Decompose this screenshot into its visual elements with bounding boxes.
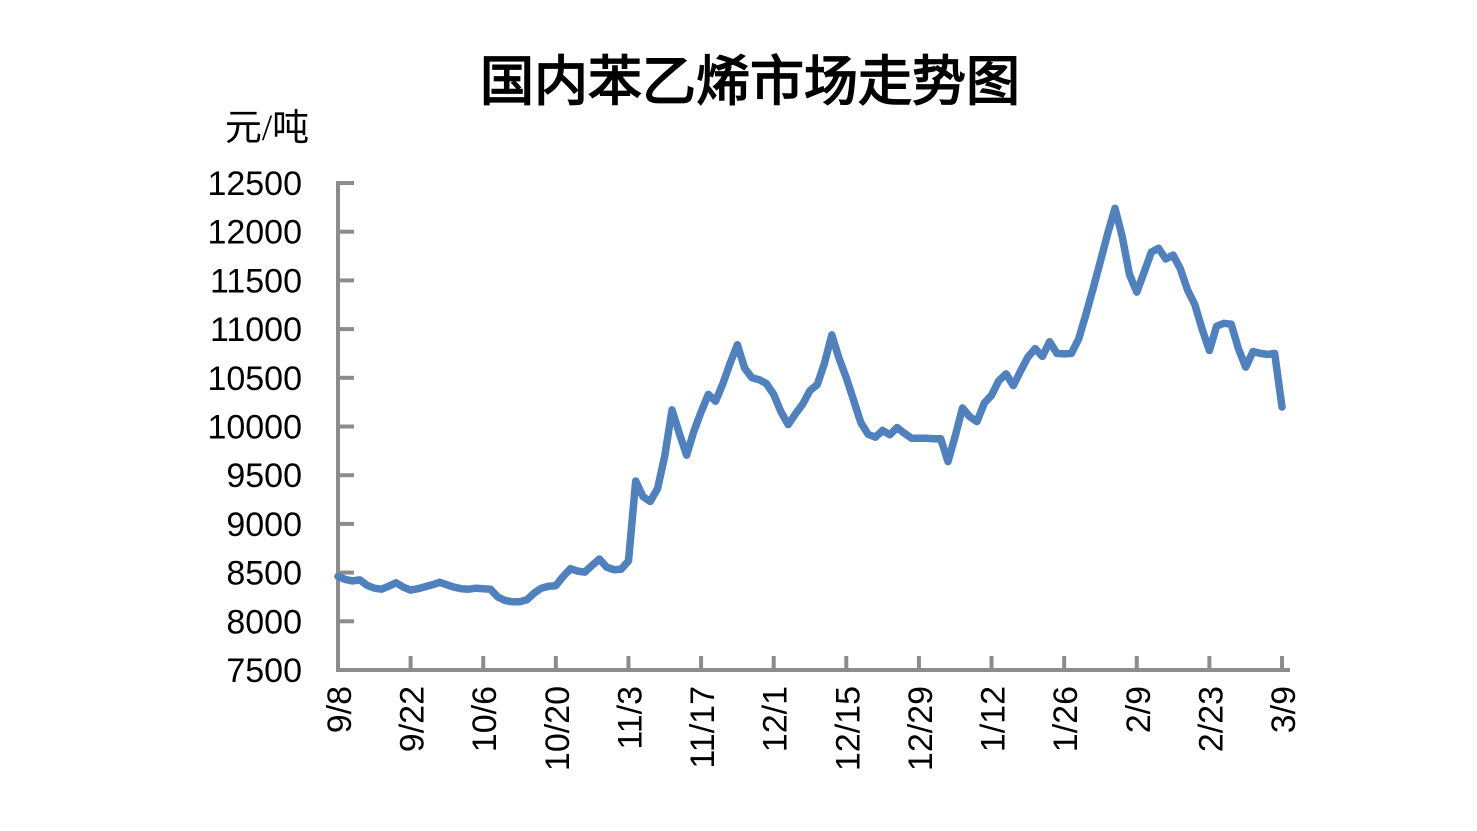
y-tick-label: 7500: [226, 652, 302, 690]
x-tick-label: 12/1: [757, 686, 795, 752]
x-tick-label: 12/29: [902, 686, 940, 771]
x-tick-label: 10/6: [466, 686, 504, 752]
y-tick-label: 12500: [207, 165, 302, 203]
x-tick-label: 1/12: [975, 686, 1013, 752]
x-tick-label: 10/20: [539, 686, 577, 771]
y-tick-label: 9500: [226, 457, 302, 495]
y-axis-unit-label: 元/吨: [225, 108, 309, 149]
y-tick-label: 10500: [207, 360, 302, 398]
y-tick-label: 11000: [210, 311, 302, 349]
price-line: [334, 204, 1286, 606]
x-tick-label: 1/26: [1047, 686, 1085, 752]
x-tick-label: 12/15: [829, 686, 867, 771]
x-tick-label: 3/9: [1265, 686, 1303, 733]
y-tick-label: 8000: [226, 603, 302, 641]
x-tick-label: 11/17: [684, 686, 722, 769]
y-tick-label: 10000: [207, 409, 302, 447]
y-tick-label: 8500: [226, 555, 302, 593]
x-tick-label: 11/3: [611, 686, 649, 750]
x-tick-label: 2/23: [1192, 686, 1230, 752]
y-tick-label: 12000: [207, 214, 302, 252]
chart-title: 国内苯乙烯市场走势图: [480, 52, 1020, 112]
y-tick-label: 11500: [210, 262, 302, 300]
plot-area: 7500 8000 8500 9000 9500 10000 10500 11000 11500…: [207, 165, 1303, 771]
x-tick-label: 2/9: [1120, 686, 1158, 733]
x-tick-label: 9/8: [321, 686, 359, 733]
x-tick-label: 9/22: [394, 686, 432, 752]
y-tick-label: 9000: [226, 506, 302, 544]
